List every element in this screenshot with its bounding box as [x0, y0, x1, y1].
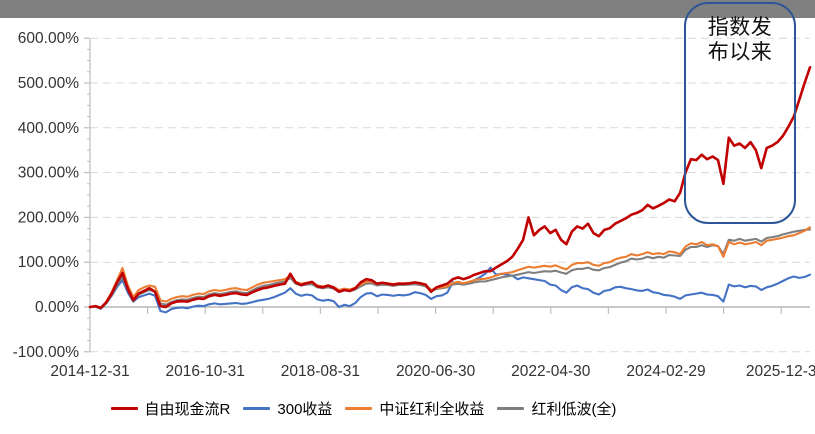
x-tick-label: 2025-12-3: [746, 363, 815, 380]
x-tick-label: 2020-06-30: [396, 363, 476, 380]
y-tick-label: 300.00%: [18, 165, 79, 182]
series-line-2: [88, 226, 812, 309]
y-tick-label: 500.00%: [18, 75, 79, 92]
x-tick-label: 2014-12-31: [50, 363, 129, 380]
top-bar: [0, 0, 815, 18]
legend-item-csi300: 300收益: [243, 398, 332, 419]
legend-line-swatch-orange-icon: [345, 407, 373, 410]
x-tick-label: 2024-02-29: [626, 363, 705, 380]
series-line-0: [88, 66, 812, 310]
y-tick-label: 400.00%: [18, 120, 79, 137]
legend-label: 红利低波(全): [531, 401, 617, 418]
legend-line-swatch-blue-icon: [243, 407, 271, 410]
annotation-box: 指数发布以来: [684, 2, 796, 224]
legend-item-dividend-low-vol: 红利低波(全): [497, 398, 616, 419]
y-tick-label: 200.00%: [18, 209, 79, 226]
x-tick-label: 2018-08-31: [281, 363, 360, 380]
legend-label: 中证红利全收益: [379, 401, 485, 418]
series-line-1: [88, 266, 812, 314]
y-tick-label: 0.00%: [35, 299, 79, 316]
legend: 自由现金流R 300收益 中证红利全收益 红利低波(全): [0, 398, 815, 419]
legend-label: 300收益: [277, 401, 333, 418]
y-tick-label: 100.00%: [18, 254, 79, 271]
annotation-label: 指数发布以来: [707, 16, 773, 64]
legend-item-dividend-total-return: 中证红利全收益: [345, 398, 484, 419]
y-tick-label: 600.00%: [18, 30, 79, 47]
legend-item-free-cash-flow: 自由现金流R: [110, 398, 231, 419]
legend-label: 自由现金流R: [144, 401, 231, 418]
legend-line-swatch-gray-icon: [497, 407, 525, 410]
y-tick-label: -100.00%: [13, 344, 80, 361]
legend-line-swatch-red-icon: [110, 407, 138, 410]
x-tick-label: 2016-10-31: [166, 363, 245, 380]
x-tick-label: 2022-04-30: [511, 363, 591, 380]
